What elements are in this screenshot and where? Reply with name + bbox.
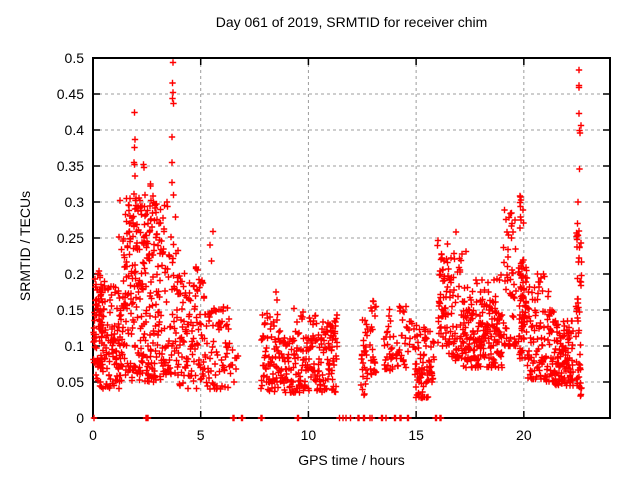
data-points-plus-markers	[90, 59, 585, 422]
y-tick-label: 0.5	[64, 50, 84, 66]
y-tick-label: 0.2	[64, 266, 84, 282]
y-tick-label: 0	[76, 410, 84, 426]
y-tick-label: 0.35	[56, 158, 84, 174]
y-tick-label: 0.4	[64, 122, 84, 138]
y-tick-label: 0.45	[56, 86, 84, 102]
x-tick-label: 10	[300, 427, 317, 443]
x-axis-label: GPS time / hours	[298, 452, 405, 468]
y-tick-label: 0.25	[56, 230, 84, 246]
y-tick-label: 0.05	[56, 374, 84, 390]
y-tick-label: 0.1	[64, 338, 84, 354]
y-tick-label: 0.3	[64, 194, 84, 210]
chart-title: Day 061 of 2019, SRMTID for receiver chi…	[215, 14, 488, 30]
y-axis-label: SRMTID / TECUs	[17, 190, 33, 302]
x-tick-label: 20	[516, 427, 532, 443]
x-tick-label: 0	[89, 427, 97, 443]
x-tick-label: 15	[408, 427, 424, 443]
y-tick-label: 0.15	[56, 302, 84, 318]
x-tick-label: 5	[196, 427, 205, 443]
